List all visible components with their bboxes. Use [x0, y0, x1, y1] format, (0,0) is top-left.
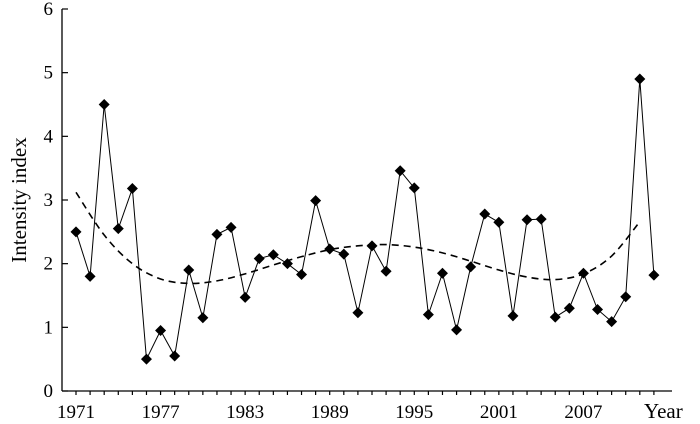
- y-tick-label: 5: [44, 63, 54, 84]
- data-point-marker: [253, 253, 265, 265]
- x-tick-label: 1989: [311, 402, 349, 423]
- data-point-marker: [422, 309, 434, 321]
- data-point-marker: [197, 312, 209, 324]
- data-point-marker: [169, 350, 181, 362]
- data-point-marker: [366, 240, 378, 252]
- x-tick-label: 1995: [395, 402, 433, 423]
- data-point-marker: [436, 267, 448, 279]
- data-point-marker: [634, 73, 646, 85]
- data-point-marker: [493, 216, 505, 228]
- data-point-marker: [140, 353, 152, 365]
- data-point-marker: [563, 302, 575, 314]
- data-point-marker: [98, 99, 110, 110]
- y-tick-label: 3: [44, 190, 54, 211]
- data-point-marker: [296, 268, 308, 280]
- data-point-marker: [281, 258, 293, 270]
- data-point-marker: [465, 261, 477, 273]
- data-point-marker: [225, 221, 237, 233]
- x-tick-label: 2007: [564, 402, 602, 423]
- data-point-marker: [394, 165, 406, 177]
- data-point-marker: [324, 243, 336, 255]
- x-tick-label: 1977: [142, 402, 180, 423]
- x-ticks: 1971 1977 1983 1989 1995 2001 2007: [57, 391, 655, 423]
- data-point-marker: [211, 228, 223, 240]
- y-tick-label: 0: [44, 381, 54, 402]
- trend-curve-group: [75, 191, 641, 285]
- data-point-marker: [84, 270, 96, 282]
- data-series-group: [75, 78, 655, 362]
- markers-group: [70, 73, 660, 365]
- intensity-series-line: [75, 78, 655, 362]
- y-tick-label: 6: [44, 0, 54, 20]
- y-tick-label: 2: [44, 254, 54, 275]
- x-tick-label: 1971: [57, 402, 95, 423]
- y-axis-title: Intensity index: [7, 137, 31, 263]
- y-tick-label: 4: [44, 126, 54, 147]
- data-point-marker: [112, 223, 124, 235]
- data-point-marker: [239, 291, 251, 303]
- data-point-marker: [70, 226, 82, 238]
- data-point-marker: [155, 325, 167, 337]
- data-point-marker: [606, 316, 618, 328]
- data-point-marker: [310, 195, 322, 207]
- data-point-marker: [267, 249, 279, 261]
- data-point-marker: [183, 264, 195, 276]
- data-point-marker: [620, 291, 632, 303]
- data-point-marker: [648, 269, 660, 281]
- y-tick-label: 1: [44, 317, 54, 338]
- axes: [61, 9, 672, 392]
- data-point-marker: [338, 248, 350, 260]
- data-point-marker: [380, 265, 392, 277]
- data-point-marker: [577, 267, 589, 279]
- x-tick-label: 1983: [226, 402, 264, 423]
- data-point-marker: [408, 182, 420, 194]
- data-point-marker: [549, 311, 561, 323]
- data-point-marker: [521, 214, 533, 226]
- y-ticks: 0 1 2 3 4 5 6: [44, 0, 68, 402]
- trend-curve: [75, 191, 641, 285]
- data-point-marker: [352, 307, 364, 319]
- data-point-marker: [592, 304, 604, 316]
- data-point-marker: [507, 310, 519, 322]
- data-point-marker: [479, 208, 491, 220]
- data-point-marker: [451, 324, 463, 336]
- x-axis-title: Year: [644, 399, 683, 423]
- data-point-marker: [535, 213, 547, 225]
- data-point-marker: [126, 183, 138, 195]
- x-tick-label: 2001: [480, 402, 518, 423]
